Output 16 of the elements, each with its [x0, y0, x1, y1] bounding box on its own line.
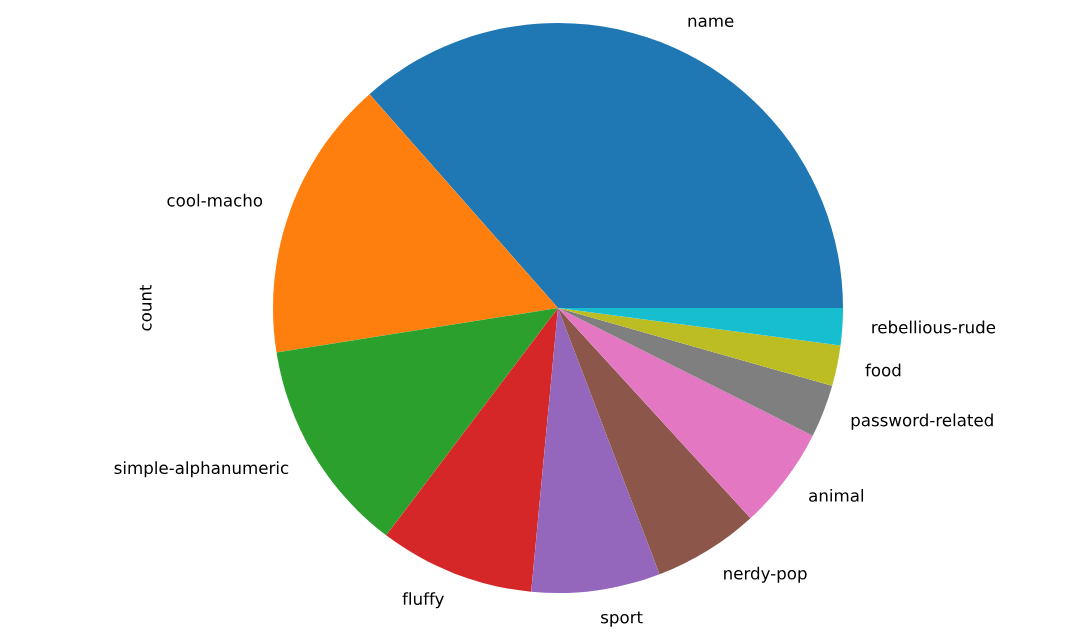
- pie-slice: [273, 94, 558, 353]
- pie-slice: [386, 308, 558, 592]
- text: count: [139, 284, 152, 331]
- slice-label: cool-macho: [167, 193, 263, 207]
- slice-label: rebellious-rude: [872, 320, 996, 334]
- pie-slice: [558, 308, 833, 436]
- slice-label: fluffy: [402, 592, 444, 609]
- slice-label: name: [688, 17, 734, 28]
- slice-label: nerdy-pop: [724, 566, 807, 583]
- slice-label: simple-alphanumeric: [114, 461, 289, 478]
- slice-label: animal: [809, 488, 864, 502]
- pie-slice: [531, 308, 660, 593]
- slice-label: password-related: [851, 413, 993, 430]
- slice-label: sport: [601, 611, 643, 627]
- pie-slice: [558, 308, 841, 386]
- slice-label: food: [865, 363, 901, 377]
